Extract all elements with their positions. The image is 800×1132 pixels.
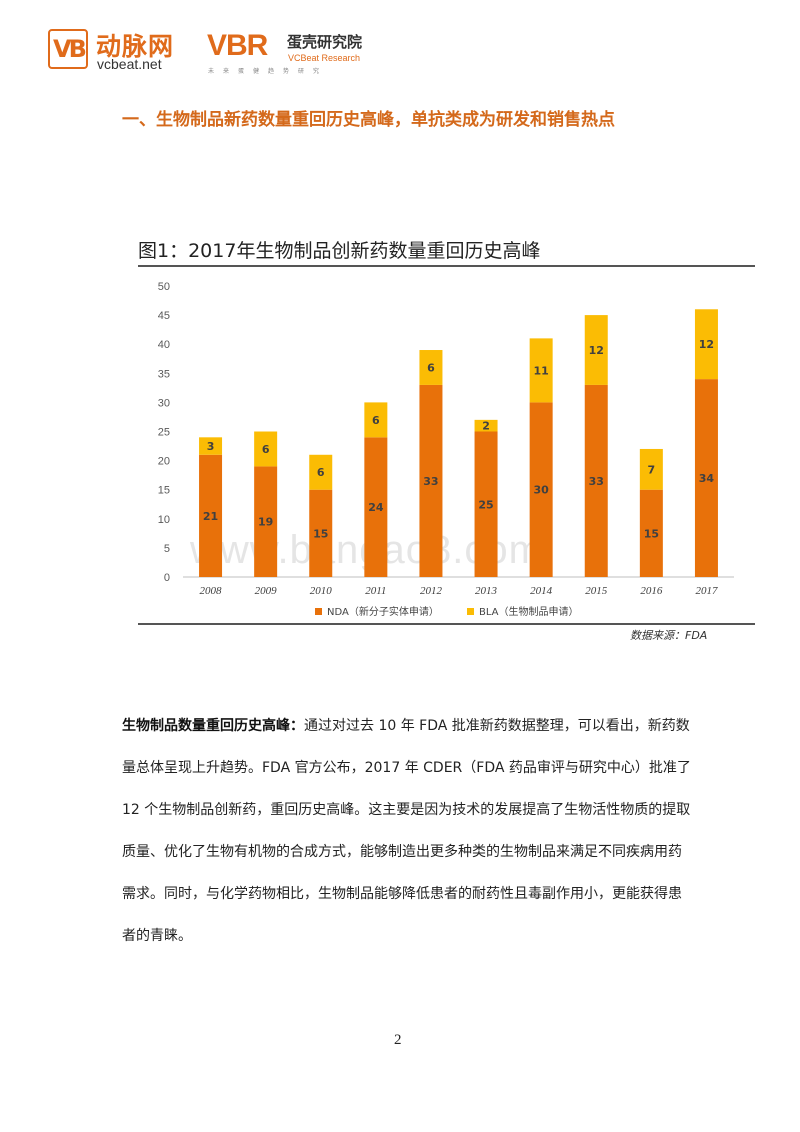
- section-heading: 一、生物制品新药数量重回历史高峰，单抗类成为研发和销售热点: [122, 110, 615, 130]
- x-tick-label: 2009: [255, 585, 278, 597]
- bar-segment-nda: [474, 431, 498, 577]
- legend-label-nda: NDA（新分子实体申请）: [327, 607, 439, 618]
- bar-segment-nda: [364, 437, 388, 577]
- vbr-name: 蛋壳研究院: [287, 33, 363, 51]
- bar-segment-bla: [639, 448, 663, 490]
- paragraph-lead: 生物制品数量重回历史高峰：: [122, 718, 304, 734]
- x-tick-label: 2017: [695, 585, 718, 597]
- x-tick-label: 2013: [475, 585, 498, 597]
- figure-top-rule: [138, 265, 755, 267]
- y-tick-label: 15: [158, 485, 170, 497]
- data-label-bla: 6: [427, 361, 435, 374]
- bar-segment-bla: [309, 454, 333, 490]
- x-tick-label: 2015: [585, 585, 608, 597]
- y-tick-label: 25: [158, 427, 170, 439]
- y-tick-label: 45: [158, 310, 170, 322]
- y-tick-label: 0: [164, 572, 170, 584]
- data-label-nda: 15: [313, 527, 328, 540]
- bar-segment-nda: [584, 384, 608, 577]
- data-label-nda: 15: [644, 527, 659, 540]
- y-tick-label: 20: [158, 456, 170, 468]
- bar-segment-bla: [694, 309, 718, 380]
- vbr-english-name: VCBeat Research: [288, 53, 361, 63]
- x-tick-label: 2014: [530, 585, 553, 597]
- y-tick-label: 40: [158, 339, 170, 351]
- y-tick-label: 5: [164, 543, 170, 555]
- data-label-nda: 21: [203, 510, 218, 523]
- data-label-bla: 12: [699, 338, 714, 351]
- figure-title: 图1：2017年生物制品创新药数量重回历史高峰: [138, 240, 541, 262]
- brand-url: vcbeat.net: [97, 56, 162, 72]
- bar-segment-bla: [199, 437, 223, 455]
- bar-segment-nda: [639, 489, 663, 577]
- paragraph-body: 通过对过去 10 年 FDA 批准新药数据整理，可以看出，新药数量总体呈现上升趋…: [122, 718, 691, 944]
- vcbeat-logo-text: VB: [53, 35, 87, 63]
- figure-bottom-rule: [138, 623, 755, 625]
- data-label-nda: 19: [258, 516, 273, 529]
- y-tick-label: 10: [158, 514, 170, 526]
- bar-segment-bla: [529, 338, 553, 403]
- data-label-bla: 2: [482, 420, 490, 433]
- y-tick-label: 30: [158, 397, 170, 409]
- x-tick-label: 2016: [640, 585, 663, 597]
- bar-segment-nda: [694, 379, 718, 577]
- x-tick-label: 2008: [200, 585, 223, 597]
- data-label-bla: 6: [317, 466, 325, 479]
- data-label-bla: 7: [648, 463, 656, 476]
- legend-swatch-nda: [315, 608, 322, 615]
- bar-segment-bla: [419, 350, 443, 385]
- legend-item-bla: BLA（生物制品申请）: [467, 603, 579, 618]
- vcbeat-logo: VB: [48, 29, 88, 69]
- data-label-nda: 33: [589, 475, 604, 488]
- x-tick-label: 2011: [365, 585, 386, 597]
- data-label-nda: 30: [533, 484, 549, 497]
- bar-segment-nda: [199, 454, 223, 577]
- x-tick-label: 2010: [310, 585, 333, 597]
- legend-label-bla: BLA（生物制品申请）: [479, 607, 579, 618]
- y-tick-label: 50: [158, 281, 170, 293]
- stacked-bar-chart: 0 5 10 15 20 25 30 35 40 45 50 21 3 2008 19 6 2009 15 6 201…: [158, 281, 734, 597]
- bar-segment-bla: [474, 419, 498, 432]
- data-label-nda: 33: [423, 475, 438, 488]
- bar-segment-bla: [364, 402, 388, 438]
- bar-segment-nda: [309, 489, 333, 577]
- y-tick-label: 35: [158, 368, 170, 380]
- body-paragraph: 生物制品数量重回历史高峰：通过对过去 10 年 FDA 批准新药数据整理，可以看…: [122, 705, 692, 957]
- vbr-logo: VBR: [207, 29, 268, 62]
- legend-swatch-bla: [467, 608, 474, 615]
- x-tick-label: 2012: [420, 585, 443, 597]
- data-label-bla: 6: [262, 443, 270, 456]
- data-label-nda: 24: [368, 501, 384, 514]
- data-label-bla: 3: [207, 440, 215, 453]
- data-label-nda: 25: [478, 498, 493, 511]
- data-label-nda: 34: [699, 472, 715, 485]
- data-label-bla: 11: [533, 364, 548, 377]
- bar-segment-nda: [529, 402, 553, 577]
- bar-segment-bla: [584, 315, 608, 385]
- figure-source: 数据来源：FDA: [630, 629, 708, 642]
- data-label-bla: 12: [589, 344, 604, 357]
- legend-item-nda: NDA（新分子实体申请）: [315, 603, 439, 618]
- brand-name: 动脉网: [96, 32, 175, 61]
- bar-segment-nda: [419, 384, 443, 577]
- page-number: 2: [394, 1032, 402, 1048]
- bar-segment-nda: [254, 466, 278, 577]
- vbr-tagline: 未来蛋健趋势研究: [208, 68, 329, 75]
- data-label-bla: 6: [372, 414, 380, 427]
- bar-segment-bla: [254, 431, 278, 467]
